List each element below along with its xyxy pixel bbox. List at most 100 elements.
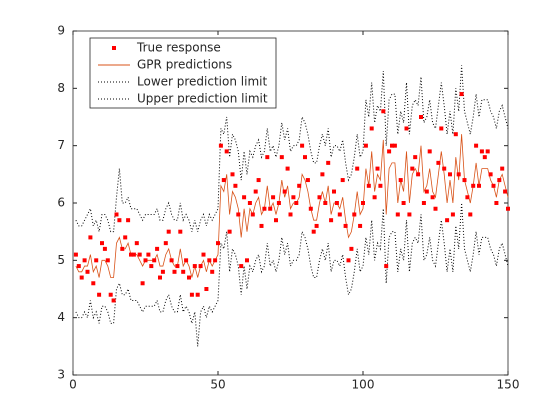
data-point (291, 195, 296, 200)
data-point (169, 258, 174, 263)
y-tick-label: 9 (57, 24, 65, 38)
data-point (285, 166, 290, 171)
data-point (184, 258, 189, 263)
data-point (88, 235, 93, 240)
data-point (82, 258, 87, 263)
data-point (314, 223, 319, 228)
data-point (395, 212, 400, 217)
data-point (439, 126, 444, 131)
data-point (433, 206, 438, 211)
data-point (100, 241, 104, 246)
data-point (343, 223, 348, 228)
legend-label: Upper prediction limit (137, 92, 268, 106)
data-point (236, 212, 241, 217)
data-point (372, 195, 377, 200)
data-point (198, 264, 203, 269)
data-point (178, 229, 183, 234)
data-point (73, 252, 78, 257)
data-point (340, 178, 345, 183)
data-point (494, 201, 499, 205)
data-point (326, 160, 331, 165)
data-point (253, 189, 258, 194)
data-point (401, 201, 406, 205)
data-point (131, 252, 136, 257)
data-point (216, 241, 220, 246)
data-point (201, 252, 206, 257)
data-point (210, 269, 215, 274)
data-point (349, 246, 354, 251)
prediction-line (75, 134, 509, 278)
data-point (166, 229, 171, 234)
data-point (218, 143, 223, 148)
data-point (143, 258, 148, 263)
data-point (404, 126, 409, 131)
data-point (111, 298, 116, 303)
data-point (500, 166, 505, 171)
y-tick-label: 7 (57, 138, 65, 152)
data-point (477, 183, 481, 188)
data-point (271, 195, 276, 200)
data-point (488, 172, 493, 177)
data-point (134, 241, 139, 246)
data-point (149, 264, 154, 269)
data-point (497, 178, 502, 183)
data-point (227, 229, 232, 234)
data-point (265, 155, 270, 160)
y-tick-label: 6 (57, 196, 65, 210)
data-point (448, 172, 452, 177)
data-point (288, 212, 293, 217)
data-point (163, 241, 168, 246)
data-point (361, 201, 365, 205)
data-point (250, 212, 255, 217)
y-tick-label: 4 (57, 310, 65, 324)
data-point (471, 183, 476, 188)
data-point (358, 223, 363, 228)
data-point (140, 281, 145, 286)
data-point (421, 201, 426, 205)
data-point (91, 281, 96, 286)
data-point (282, 189, 287, 194)
data-point (474, 143, 479, 148)
data-point (305, 178, 310, 183)
data-point (445, 218, 450, 223)
data-point (126, 218, 131, 223)
data-point (303, 155, 307, 160)
data-point (247, 201, 252, 205)
data-point (114, 212, 119, 217)
data-point (479, 149, 484, 154)
legend-label: GPR predictions (137, 58, 232, 72)
data-point (155, 246, 160, 251)
y-tick-label: 5 (57, 253, 65, 267)
x-tick-label: 50 (210, 378, 225, 392)
data-point (102, 246, 107, 251)
data-point (334, 201, 339, 205)
data-point (398, 178, 403, 183)
data-point (462, 178, 467, 183)
data-point (137, 252, 142, 257)
x-tick-label: 0 (69, 378, 77, 392)
data-point (224, 149, 229, 154)
data-point (294, 201, 299, 205)
data-point (436, 160, 441, 165)
y-tick-label: 3 (57, 368, 65, 382)
data-point (366, 183, 371, 188)
data-point (233, 183, 238, 188)
legend-box (89, 37, 277, 109)
legend-label: True response (136, 41, 221, 55)
data-point (195, 292, 200, 297)
data-point (123, 235, 128, 240)
data-point (337, 212, 342, 217)
data-point (424, 189, 429, 194)
data-point (160, 269, 165, 274)
data-point (491, 183, 496, 188)
data-point (392, 143, 397, 148)
data-point (108, 292, 113, 297)
legend-label: Lower prediction limit (137, 75, 267, 89)
data-point (242, 195, 247, 200)
limit-line (75, 65, 509, 233)
data-point (213, 258, 218, 263)
data-point (453, 132, 458, 137)
data-point (239, 264, 244, 269)
data-point (276, 201, 281, 205)
data-point (352, 212, 357, 217)
